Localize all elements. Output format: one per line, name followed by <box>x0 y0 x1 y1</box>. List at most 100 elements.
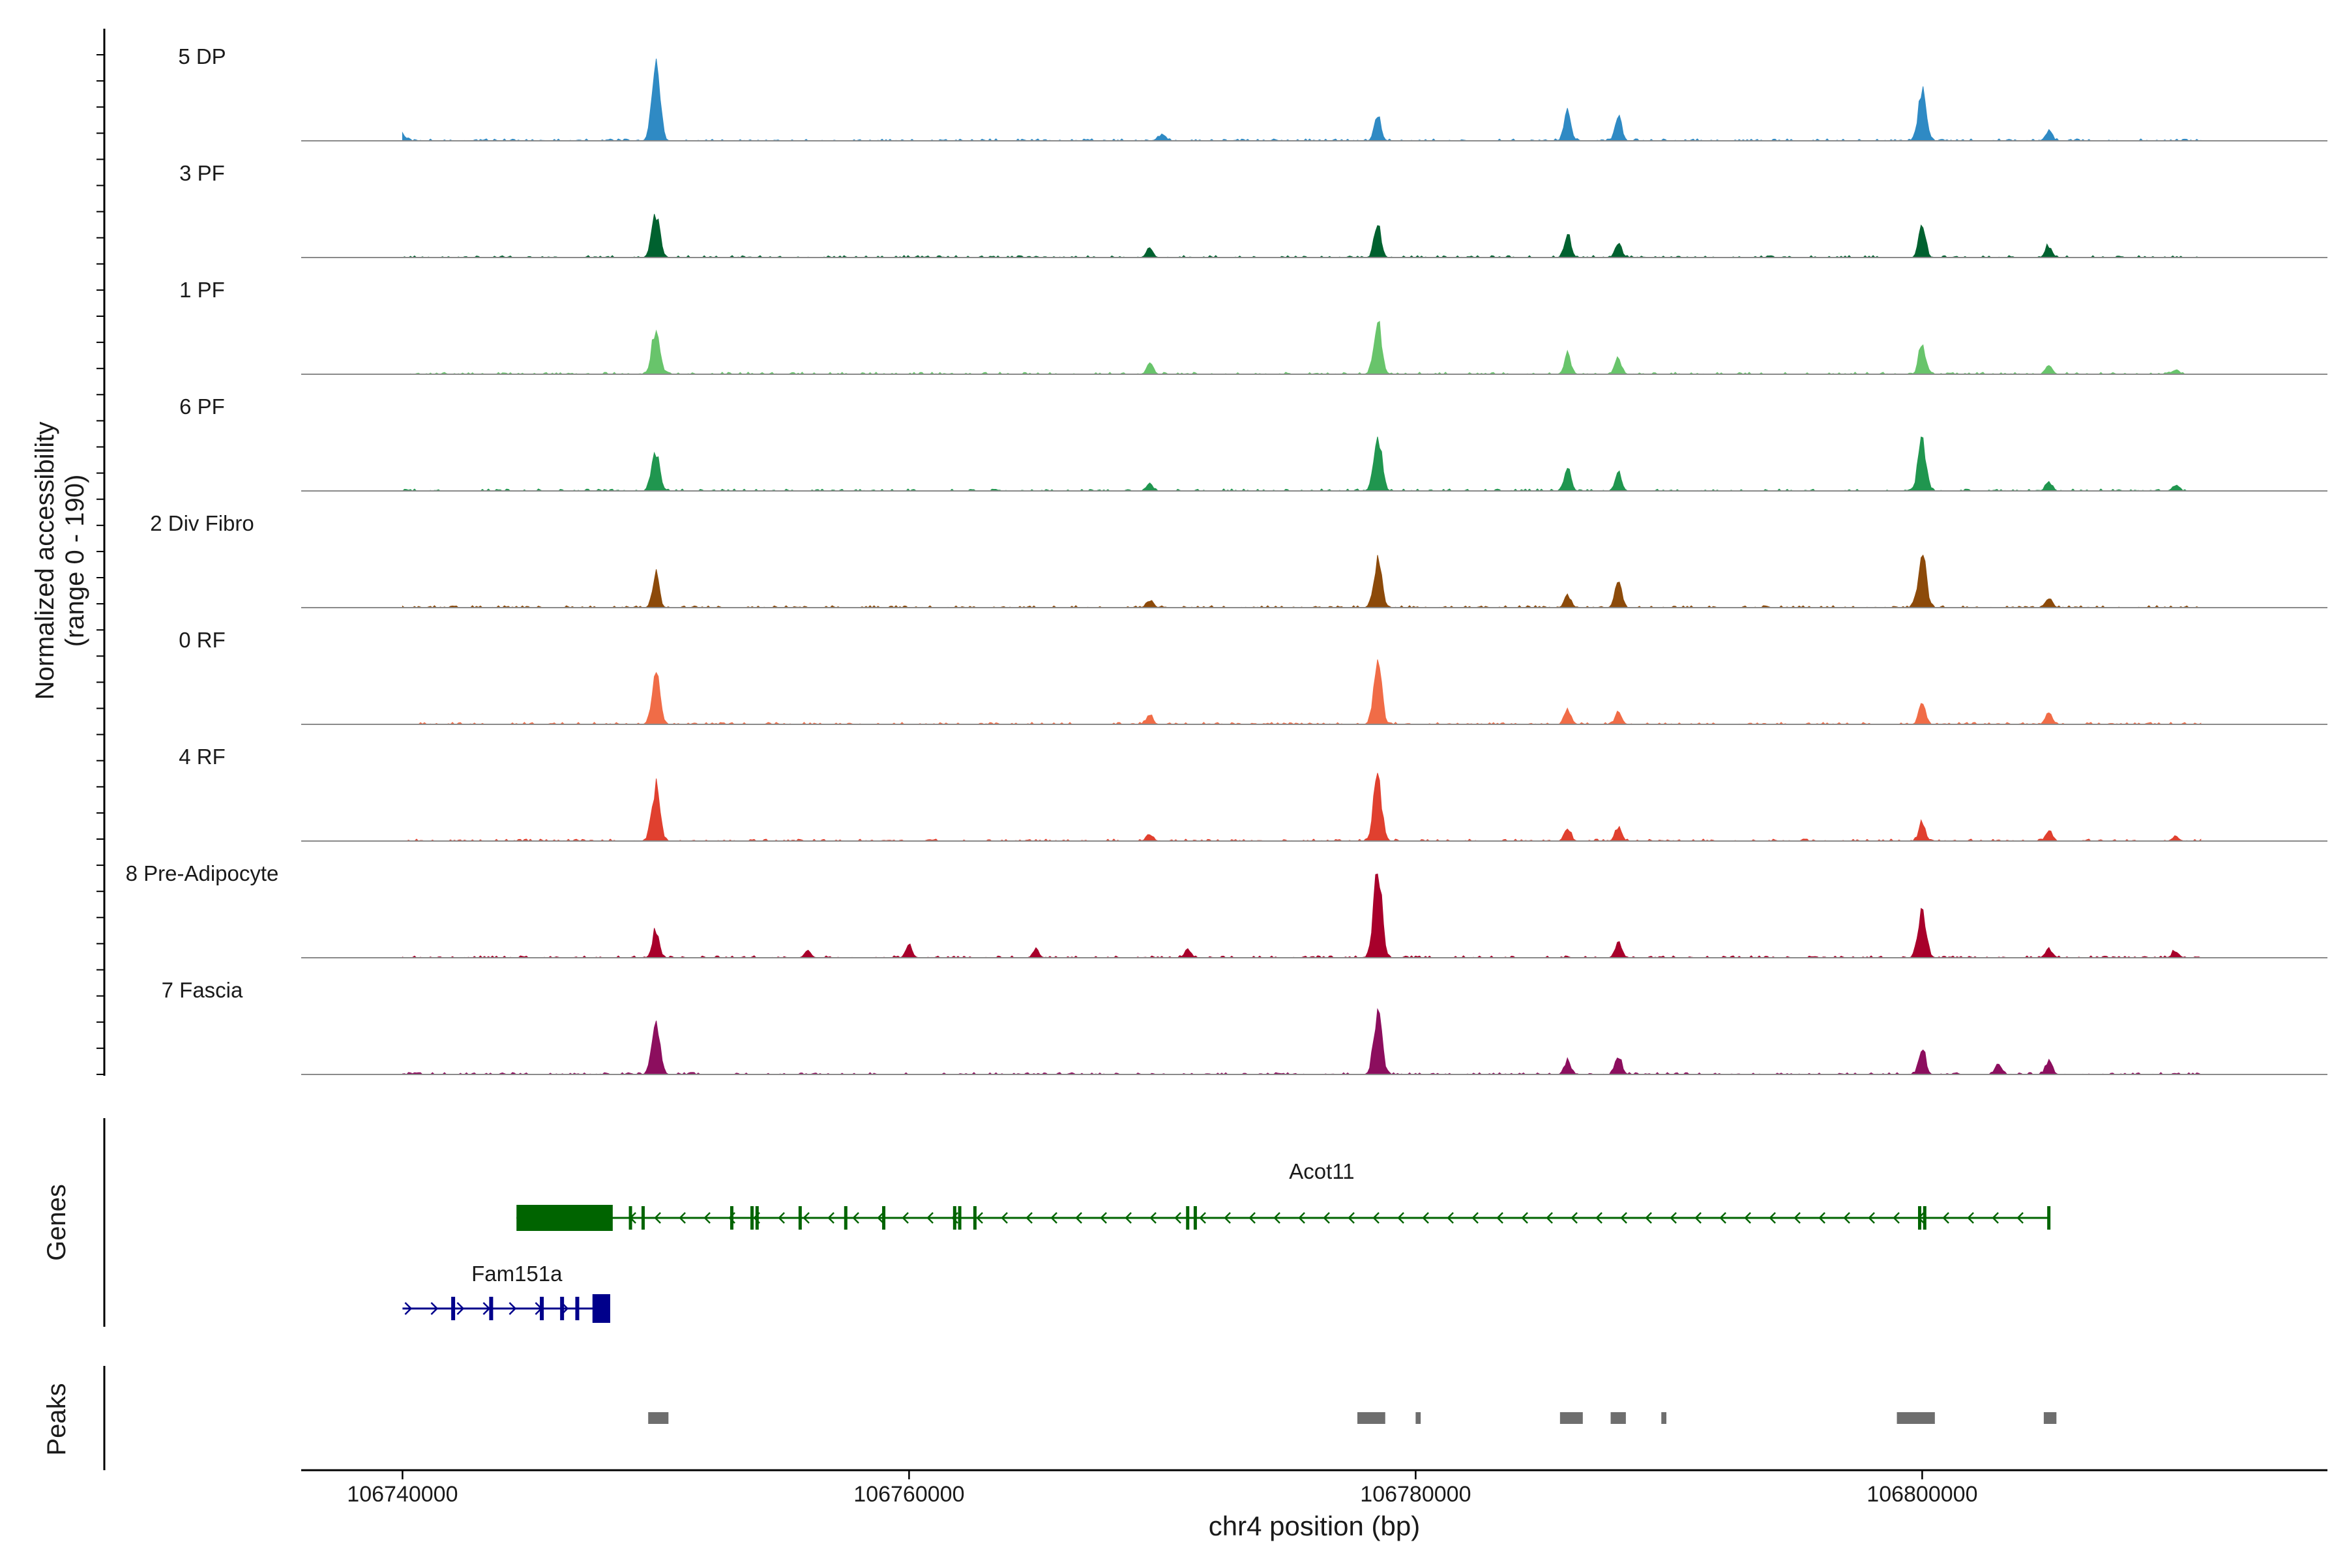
track-label: 8 Pre-Adipocyte <box>126 861 279 885</box>
gene-name-label: Fam151a <box>471 1262 563 1286</box>
strand-arrow <box>1818 1212 1825 1224</box>
strand-arrow <box>1149 1212 1157 1224</box>
strand-arrow <box>1967 1212 1974 1224</box>
strand-arrow <box>1719 1212 1726 1224</box>
peak-region <box>1559 1412 1583 1424</box>
strand-arrow <box>877 1212 884 1224</box>
coverage-area <box>402 436 2201 492</box>
gene-exon <box>1923 1206 1926 1230</box>
gene-exon <box>575 1297 580 1320</box>
gene-exon <box>2047 1206 2051 1230</box>
strand-arrow <box>1694 1212 1702 1224</box>
strand-arrow <box>1075 1212 1082 1224</box>
coverage-area <box>402 321 2201 375</box>
peak-region <box>1415 1412 1421 1424</box>
track-label: 2 Div Fibro <box>150 511 254 535</box>
strand-arrow <box>1199 1212 1206 1224</box>
coverage-track: 0 RF <box>179 628 2327 725</box>
strand-arrow <box>1273 1212 1280 1224</box>
strand-arrow <box>1248 1212 1256 1224</box>
gene-utr-block <box>516 1205 613 1231</box>
strand-arrow <box>1843 1212 1850 1224</box>
gene-exon <box>798 1206 802 1230</box>
x-tick-label: 106780000 <box>1360 1482 1471 1507</box>
strand-arrow <box>1026 1212 1033 1224</box>
strand-arrow <box>1397 1212 1404 1224</box>
coverage-track: 7 Fascia <box>162 978 2327 1075</box>
coverage-area <box>402 58 2202 141</box>
coverage-track: 5 DP <box>178 44 2327 141</box>
x-axis: 106740000 106760000 106780000 106800000 chr4… <box>301 1469 2327 1541</box>
peak-region <box>1610 1412 1626 1424</box>
strand-arrow <box>852 1212 859 1224</box>
coverage-area <box>402 659 2202 725</box>
coverage-y-label-line2: (range 0 - 190) <box>61 475 89 647</box>
strand-arrow <box>1769 1212 1776 1224</box>
coverage-y-label: Normalized accessibility(range 0 - 190) <box>31 422 89 700</box>
peak-region <box>1897 1412 1935 1424</box>
track-label: 3 PF <box>179 161 225 185</box>
coverage-track: 1 PF <box>179 278 2327 375</box>
strand-arrow <box>1645 1212 1652 1224</box>
gene-exon <box>952 1206 956 1230</box>
strand-arrow <box>1546 1212 1553 1224</box>
coverage-area <box>402 1007 2202 1075</box>
strand-arrow <box>1174 1212 1181 1224</box>
coverage-area <box>402 554 2201 608</box>
genes-y-label: Genes <box>42 1184 71 1261</box>
gene-exon <box>641 1206 645 1230</box>
x-tick-label: 106800000 <box>1867 1482 1977 1507</box>
strand-arrow <box>1992 1212 1999 1224</box>
gene-exon <box>973 1206 977 1230</box>
gene-name-label: Acot11 <box>1289 1159 1354 1183</box>
strand-arrow <box>1001 1212 1008 1224</box>
strand-arrow <box>778 1212 785 1224</box>
strand-arrow <box>1422 1212 1429 1224</box>
peak-region <box>648 1412 669 1424</box>
peaks-panel: Peaks <box>42 1366 2057 1470</box>
strand-arrow <box>1521 1212 1528 1224</box>
coverage-area <box>402 773 2202 842</box>
gene-exon <box>451 1297 456 1320</box>
gene-exon <box>844 1206 848 1230</box>
strand-arrow <box>1125 1212 1132 1224</box>
strand-arrow <box>654 1212 661 1224</box>
strand-arrow <box>902 1212 909 1224</box>
gene-exon <box>1918 1206 1922 1230</box>
strand-arrow <box>976 1212 983 1224</box>
genes-panel: Genes Acot11 Fam151a <box>42 1118 2051 1327</box>
strand-arrow <box>1868 1212 1875 1224</box>
track-label: 6 PF <box>179 394 225 419</box>
track-label: 7 Fascia <box>162 978 243 1002</box>
strand-arrow <box>827 1212 834 1224</box>
coverage-track: 2 Div Fibro <box>150 511 2327 608</box>
gene-utr-block <box>592 1294 610 1323</box>
coverage-track: 6 PF <box>179 394 2327 492</box>
gene-exon <box>750 1206 754 1230</box>
gene-exon <box>755 1206 759 1230</box>
strand-arrow <box>509 1302 517 1315</box>
strand-arrow <box>679 1212 686 1224</box>
coverage-area <box>402 873 2202 958</box>
gene-exon <box>540 1297 544 1320</box>
gene-exon <box>730 1206 733 1230</box>
strand-arrow <box>1050 1212 1057 1224</box>
strand-arrow <box>703 1212 711 1224</box>
strand-arrow <box>803 1212 810 1224</box>
strand-arrow <box>430 1302 439 1315</box>
strand-arrow <box>1224 1212 1231 1224</box>
track-label: 0 RF <box>179 628 226 652</box>
strand-arrow <box>1893 1212 1900 1224</box>
strand-arrow <box>926 1212 934 1224</box>
strand-arrow <box>1744 1212 1751 1224</box>
strand-arrow <box>1620 1212 1627 1224</box>
strand-arrow <box>1595 1212 1602 1224</box>
gene-exon <box>628 1206 632 1230</box>
gene-exon <box>489 1297 494 1320</box>
track-label: 5 DP <box>178 44 226 68</box>
gene-model: Acot11 <box>516 1159 2051 1231</box>
strand-arrow <box>1670 1212 1677 1224</box>
coverage-track: 8 Pre-Adipocyte <box>126 861 2327 958</box>
